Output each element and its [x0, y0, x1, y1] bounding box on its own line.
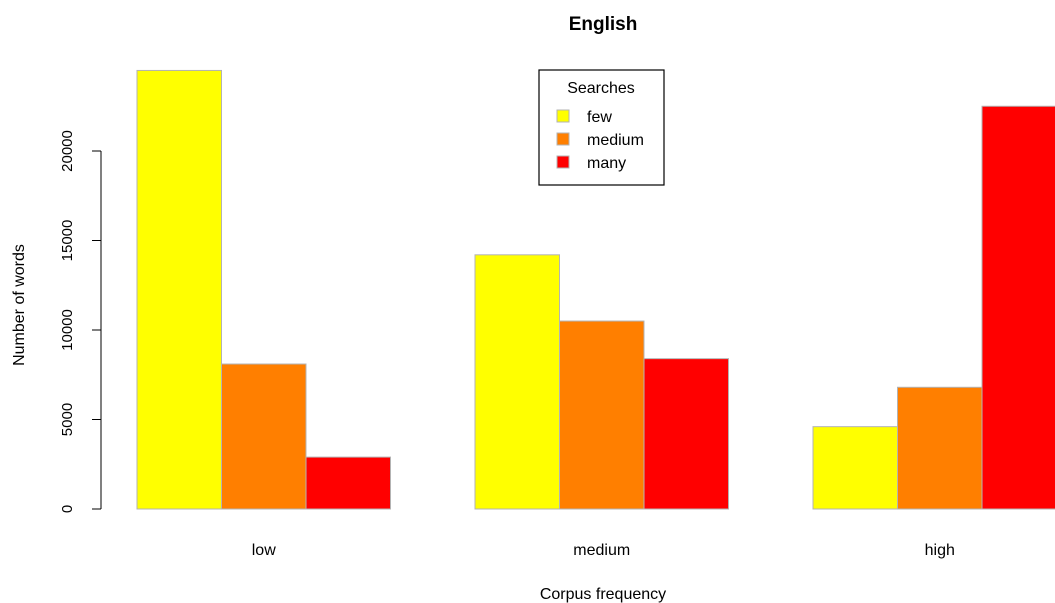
- chart-title: English: [569, 14, 638, 35]
- y-tick-label: 10000: [59, 309, 76, 351]
- x-axis-label: Corpus frequency: [540, 586, 666, 603]
- legend-swatch-few: [556, 109, 570, 123]
- x-tick-label: medium: [573, 542, 630, 559]
- legend: Searches few medium many: [538, 69, 665, 186]
- legend-swatch-medium: [556, 132, 570, 146]
- bar-many-high: [981, 105, 1055, 510]
- bar-few-low: [136, 69, 222, 510]
- y-tick-label: 20000: [59, 130, 76, 172]
- bar-many-medium: [643, 358, 729, 510]
- bar-few-medium: [474, 254, 560, 510]
- legend-swatch-many: [556, 155, 570, 169]
- y-tick-label: 5000: [59, 403, 76, 436]
- bar-medium-low: [221, 363, 307, 510]
- bar-medium-high: [897, 386, 983, 510]
- y-axis: 0 5000 10000 15000 20000: [59, 130, 102, 513]
- x-tick-label: low: [252, 542, 276, 559]
- legend-label-many: many: [587, 155, 626, 172]
- bar-few-high: [812, 426, 898, 510]
- bar-medium-medium: [559, 320, 645, 510]
- x-tick-label: high: [925, 542, 955, 559]
- legend-label-medium: medium: [587, 132, 644, 149]
- bars: [136, 69, 1055, 510]
- legend-label-few: few: [587, 109, 612, 126]
- bar-many-low: [305, 456, 391, 510]
- x-tick-labels: low medium high: [252, 542, 955, 559]
- y-tick-label: 0: [59, 505, 76, 513]
- legend-title: Searches: [567, 80, 635, 97]
- y-tick-label: 15000: [59, 220, 76, 262]
- y-axis-label: Number of words: [11, 244, 28, 366]
